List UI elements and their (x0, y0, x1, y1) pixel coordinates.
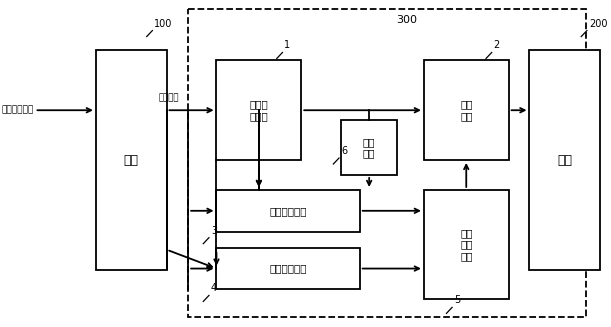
Text: 输出电压: 输出电压 (158, 93, 179, 102)
Bar (529, 50, 600, 269)
Text: 电源: 电源 (123, 153, 139, 166)
Text: 1: 1 (284, 41, 290, 50)
Bar (341, 120, 397, 175)
Text: 5: 5 (454, 295, 460, 305)
Text: 2: 2 (494, 41, 500, 50)
Bar (188, 9, 586, 317)
Text: 保护
电容: 保护 电容 (363, 137, 375, 158)
Text: 可恢复
保险丝: 可恢复 保险丝 (249, 99, 268, 121)
Text: 开关
控制
电路: 开关 控制 电路 (460, 228, 472, 261)
Text: 过流检测电路: 过流检测电路 (269, 264, 307, 274)
Bar (216, 190, 360, 232)
Bar (216, 248, 360, 289)
Bar (96, 50, 167, 269)
Bar (216, 60, 301, 160)
Text: 外部交流电压: 外部交流电压 (1, 106, 34, 115)
Text: 过压检测电路: 过压检测电路 (269, 206, 307, 216)
Text: 负载: 负载 (557, 153, 573, 166)
Text: 6: 6 (341, 146, 347, 156)
Text: 200: 200 (589, 19, 607, 28)
Bar (424, 60, 509, 160)
Text: 3: 3 (211, 226, 217, 236)
Text: 300: 300 (397, 15, 417, 25)
Text: 开关
电路: 开关 电路 (460, 99, 472, 121)
Bar (424, 190, 509, 300)
Text: 4: 4 (211, 284, 217, 293)
Text: 100: 100 (154, 19, 173, 28)
